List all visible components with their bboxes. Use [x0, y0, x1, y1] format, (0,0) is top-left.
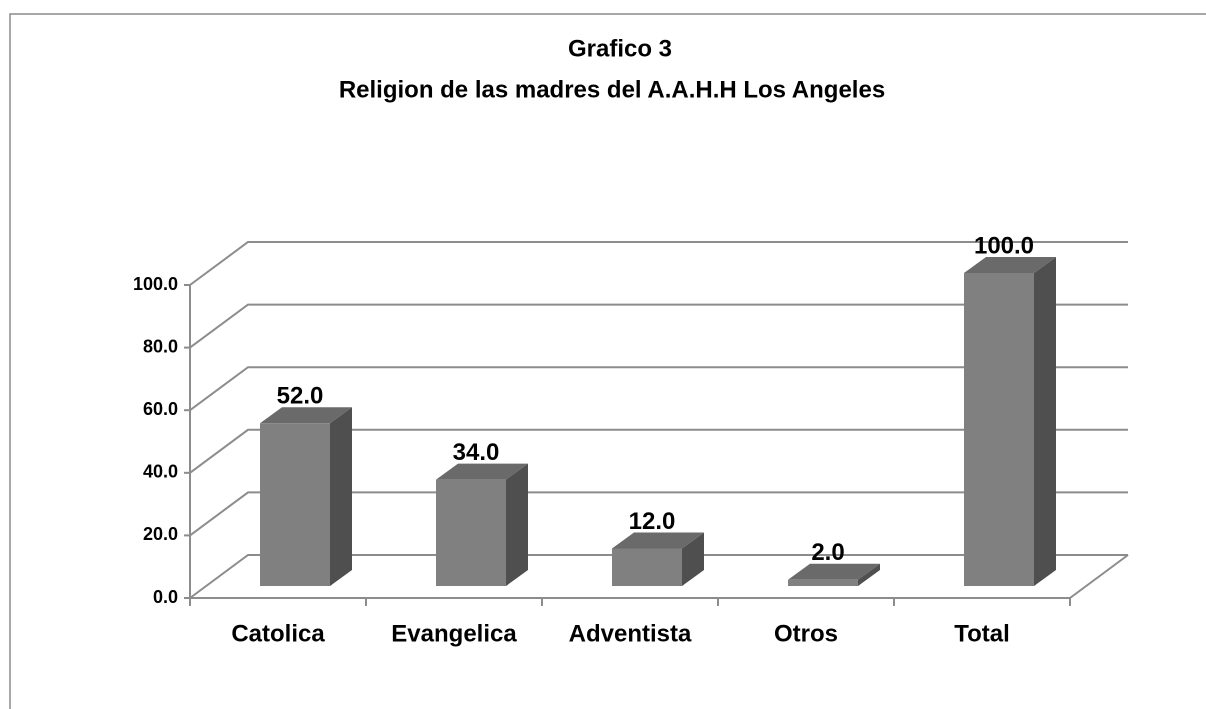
grid-line — [189, 554, 1128, 599]
bar — [788, 563, 880, 586]
bar-side — [682, 532, 704, 586]
data-label: 12.0 — [629, 508, 676, 535]
x-tick-label: Adventista — [569, 620, 692, 647]
bar-top — [964, 257, 1056, 273]
bar-top — [260, 407, 352, 424]
bar — [436, 463, 528, 586]
bar-front — [788, 579, 858, 586]
bar-top — [788, 563, 880, 580]
grid-line — [189, 491, 1128, 537]
floor-edge — [1069, 554, 1129, 599]
x-tick-label: Total — [954, 620, 1010, 647]
y-tick-label: 60.0 — [143, 399, 178, 419]
bar-top — [436, 463, 528, 480]
grid-line — [189, 241, 1128, 286]
x-tick-label: Catolica — [231, 620, 325, 647]
bar — [964, 257, 1056, 586]
bar-front — [964, 273, 1034, 586]
chart-subtitle: Religion de las madres del A.A.H.H Los A… — [339, 76, 885, 103]
y-tick-label: 0.0 — [153, 587, 178, 607]
bar-front — [436, 479, 506, 586]
bar-top — [612, 532, 704, 549]
bar — [260, 407, 352, 586]
bar-side — [858, 563, 880, 586]
data-label: 34.0 — [453, 439, 500, 466]
bar — [612, 532, 704, 586]
bar-side — [506, 463, 528, 586]
grid-line — [189, 303, 1128, 349]
data-label: 100.0 — [974, 232, 1034, 259]
y-tick-label: 80.0 — [143, 336, 178, 356]
y-tick-label: 100.0 — [133, 274, 178, 294]
chart-title: Grafico 3 — [568, 35, 672, 62]
chart-frame — [9, 13, 1206, 709]
data-label: 52.0 — [277, 383, 324, 410]
y-tick-label: 40.0 — [143, 462, 178, 482]
grid-line — [189, 366, 1128, 412]
grid-line — [189, 428, 1128, 474]
y-tick-label: 20.0 — [143, 524, 178, 544]
x-tick-label: Otros — [774, 620, 838, 647]
bar-side — [330, 407, 352, 586]
x-tick-label: Evangelica — [391, 620, 517, 647]
bar-side — [1034, 257, 1056, 586]
bar-front — [260, 423, 330, 586]
data-label: 2.0 — [811, 539, 844, 566]
bar-front — [612, 548, 682, 586]
